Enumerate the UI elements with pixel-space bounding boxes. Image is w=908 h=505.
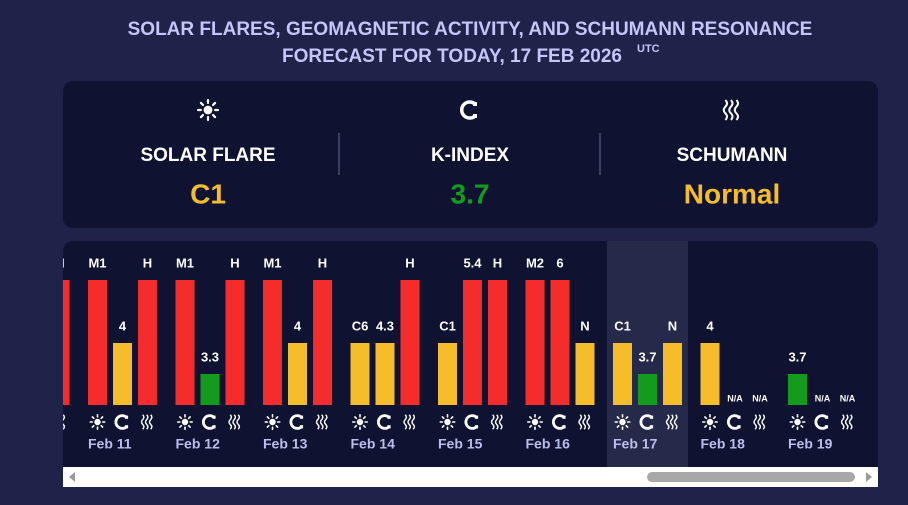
bar-label: 4: [706, 318, 714, 333]
bar: [263, 280, 282, 405]
bar: [88, 280, 107, 405]
bar: [288, 343, 307, 405]
icon-sun: [789, 414, 806, 430]
icon-sun: [702, 414, 718, 430]
scroll-left[interactable]: [69, 472, 75, 482]
date-label: Feb 14: [351, 436, 396, 452]
title-sup: UTC: [637, 43, 660, 55]
bar: [225, 280, 245, 405]
bar: [525, 280, 545, 405]
bar: [350, 343, 370, 405]
bar-label: 3.7: [788, 349, 806, 364]
bar-label: C1: [439, 318, 456, 333]
date-label: Feb 15: [438, 436, 483, 452]
bar: [550, 280, 570, 405]
bar: [113, 343, 132, 405]
bar: [638, 374, 657, 405]
summary-label: SCHUMANN: [677, 145, 788, 166]
bar-label: 3.7: [638, 349, 656, 364]
day-strip: H M1 4 H Feb 11 M1 3.3 H Feb 12 M1 4 H Feb 13 C6 4.3 H F…: [55, 241, 856, 467]
bar-label: N/A: [815, 393, 831, 403]
bar-label: M1: [176, 255, 194, 270]
bar-label: 5.4: [463, 255, 482, 270]
summary-value: C1: [190, 178, 226, 209]
bar-label: H: [405, 255, 414, 270]
bar-label: 6: [556, 255, 563, 270]
bar: [63, 280, 70, 405]
summary-label: K-INDEX: [431, 145, 509, 166]
bar-label: 4: [294, 318, 302, 333]
date-label: Feb 13: [263, 436, 308, 452]
summary-value: 3.7: [451, 178, 490, 209]
date-label: Feb 11: [88, 436, 132, 452]
icon-sun: [614, 414, 631, 430]
date-label: Feb 19: [788, 436, 833, 452]
date-label: Feb 18: [701, 436, 746, 452]
date-label: Feb 16: [526, 436, 571, 452]
summary-label: SOLAR FLARE: [140, 145, 275, 166]
bar: [463, 280, 482, 405]
bar: [313, 280, 332, 405]
icon-sun: [352, 414, 368, 430]
bar-label: H: [230, 255, 239, 270]
bar-label: N/A: [840, 393, 856, 403]
scroll-right[interactable]: [866, 472, 872, 482]
bar-label: M1: [263, 255, 281, 270]
bar-label: C1: [614, 318, 631, 333]
bar: [663, 343, 682, 405]
bar-label: N/A: [727, 393, 743, 403]
bar: [438, 343, 457, 405]
scroll-thumb[interactable]: [647, 472, 855, 482]
bar: [488, 280, 507, 405]
bar: [575, 343, 595, 405]
summary-value: Normal: [684, 178, 780, 209]
icon-sun: [177, 414, 193, 430]
bar: [613, 343, 632, 405]
bar-label: H: [318, 255, 327, 270]
icon-waves: [63, 414, 66, 430]
title-line-2: FORECAST FOR TODAY, 17 FEB 2026: [282, 46, 622, 67]
bar: [375, 343, 395, 405]
bar-label: H: [55, 255, 64, 270]
bar-label: M1: [88, 255, 106, 270]
icon-sun: [527, 414, 543, 430]
summary: SOLAR FLARE C1 K-INDEX 3.7 SCHUMANN Normal: [140, 145, 787, 209]
bar: [700, 343, 720, 405]
bar: [788, 374, 807, 405]
summary-panel: [63, 81, 878, 228]
icon-sun: [264, 414, 281, 430]
title-line-1: SOLAR FLARES, GEOMAGNETIC ACTIVITY, AND …: [128, 19, 813, 40]
date-label: Feb 12: [176, 436, 221, 452]
bar-label: H: [143, 255, 152, 270]
bar-label: C6: [352, 318, 369, 333]
date-label: Feb 17: [613, 436, 658, 452]
bar-label: H: [493, 255, 502, 270]
icon-sun: [89, 414, 106, 430]
bar: [175, 280, 195, 405]
bar-label: N: [668, 318, 677, 333]
bar-label: 4: [119, 318, 127, 333]
icon-sun: [439, 414, 456, 430]
bar: [200, 374, 220, 405]
bar-label: M2: [526, 255, 544, 270]
bar-label: N/A: [752, 393, 768, 403]
bar: [138, 280, 157, 405]
bar: [400, 280, 420, 405]
icon-sun: [197, 99, 219, 121]
bar-label: N: [580, 318, 589, 333]
bar-label: 4.3: [376, 318, 394, 333]
bar-label: 3.3: [201, 349, 219, 364]
